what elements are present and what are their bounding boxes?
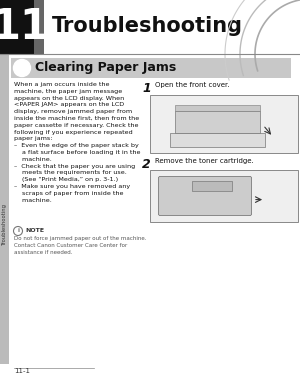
FancyBboxPatch shape <box>158 176 251 215</box>
Text: Troubleshooting: Troubleshooting <box>52 16 243 36</box>
Text: i: i <box>17 229 19 234</box>
FancyBboxPatch shape <box>170 133 265 147</box>
FancyBboxPatch shape <box>0 54 9 364</box>
FancyBboxPatch shape <box>175 111 260 133</box>
Text: 1: 1 <box>142 82 151 95</box>
Circle shape <box>14 59 31 76</box>
FancyBboxPatch shape <box>150 170 298 222</box>
FancyBboxPatch shape <box>191 181 232 191</box>
Text: 11-1: 11-1 <box>14 368 30 374</box>
Text: Clearing Paper Jams: Clearing Paper Jams <box>35 61 176 74</box>
FancyBboxPatch shape <box>34 0 44 54</box>
FancyBboxPatch shape <box>175 105 260 111</box>
Text: NOTE: NOTE <box>25 228 44 233</box>
Text: 2: 2 <box>142 158 151 171</box>
Text: 11: 11 <box>0 6 49 48</box>
Text: Troubleshooting: Troubleshooting <box>2 203 7 245</box>
Text: Remove the toner cartridge.: Remove the toner cartridge. <box>155 158 254 164</box>
FancyBboxPatch shape <box>0 0 44 54</box>
FancyBboxPatch shape <box>0 0 300 54</box>
Text: When a jam occurs inside the
machine, the paper jam message
appears on the LCD d: When a jam occurs inside the machine, th… <box>14 82 140 203</box>
Text: Do not force jammed paper out of the machine.
Contact Canon Customer Care Center: Do not force jammed paper out of the mac… <box>14 236 146 255</box>
FancyBboxPatch shape <box>150 95 298 153</box>
FancyBboxPatch shape <box>11 58 291 78</box>
Text: Open the front cover.: Open the front cover. <box>155 82 230 88</box>
